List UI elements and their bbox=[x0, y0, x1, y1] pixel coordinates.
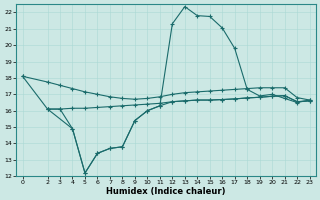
X-axis label: Humidex (Indice chaleur): Humidex (Indice chaleur) bbox=[106, 187, 226, 196]
